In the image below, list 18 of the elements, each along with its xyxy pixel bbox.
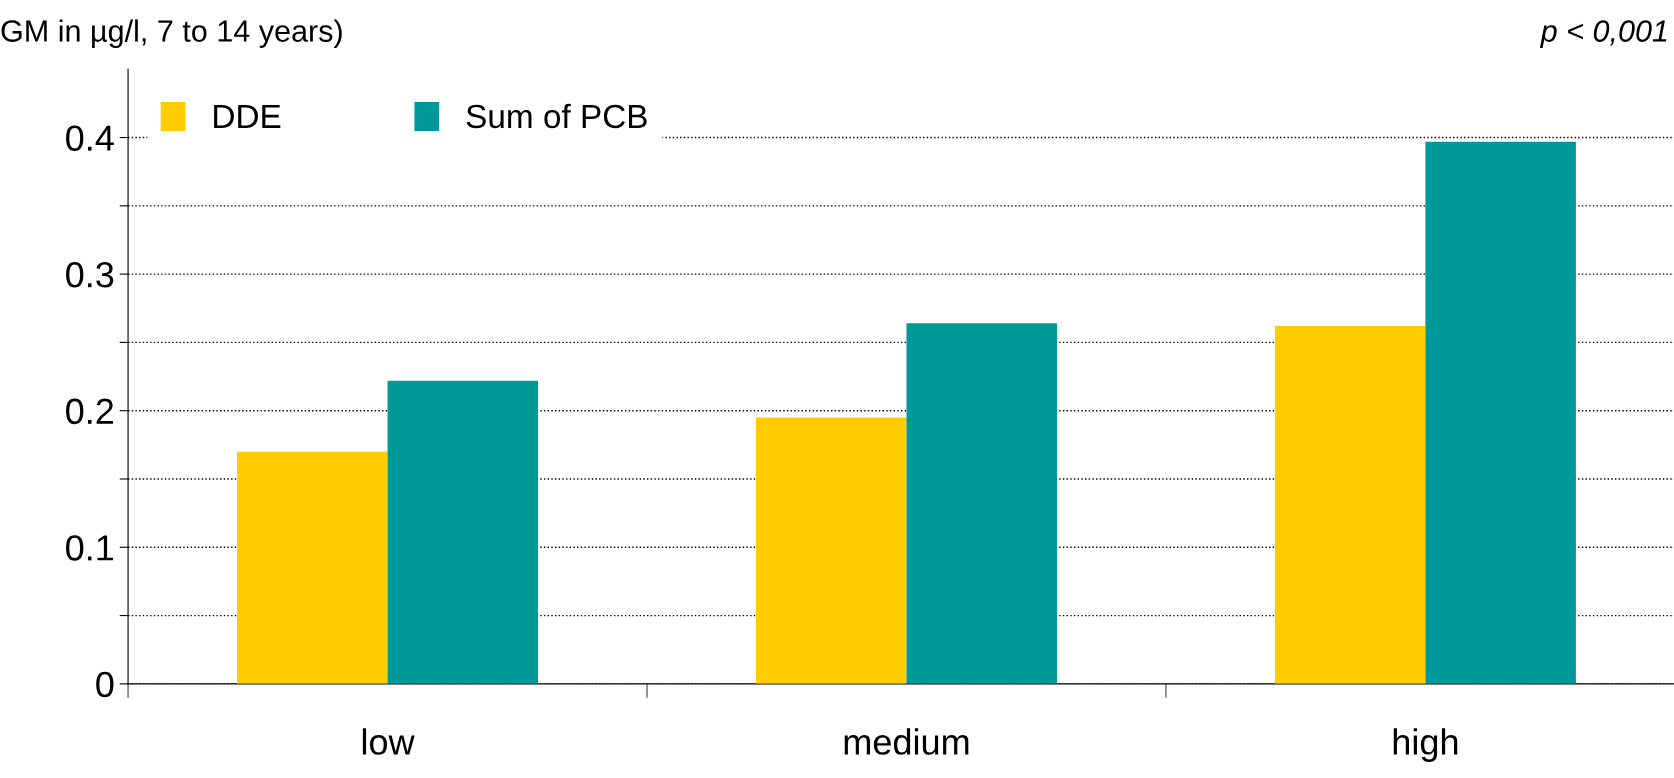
bar (906, 323, 1057, 684)
legend-label: Sum of PCB (466, 103, 647, 129)
y-tick-label: 0.1 (66, 535, 114, 561)
x-tick-label: high (1393, 728, 1458, 762)
bar (387, 380, 539, 684)
y-tick-label: 0 (96, 671, 114, 698)
bar (1425, 141, 1576, 684)
bar (237, 451, 388, 684)
y-tick-label: 0.2 (66, 398, 114, 425)
y-tick-label: 0.4 (66, 125, 114, 151)
text: p < 0,001 (1539, 20, 1667, 48)
x-tick-label: low (362, 728, 415, 755)
y-tick-label: 0.3 (66, 261, 114, 288)
bar (1274, 326, 1426, 684)
chart-title: GM in µg/l, 7 to 14 years) (1, 19, 342, 48)
legend-label: DDE (214, 104, 281, 128)
bar (755, 417, 907, 684)
x-tick-label: medium (844, 728, 969, 755)
